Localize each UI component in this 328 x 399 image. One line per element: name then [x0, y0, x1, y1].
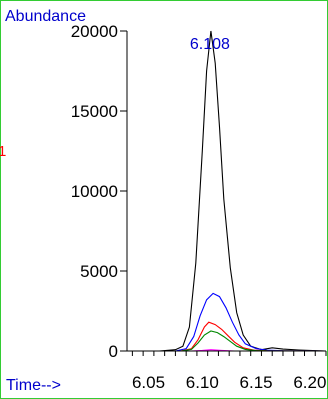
- y-tick-label: 20000: [71, 22, 118, 41]
- y-tick-label: 5000: [80, 262, 118, 281]
- y-tick-label: 15000: [71, 102, 118, 121]
- x-tick-label: 6.15: [240, 373, 273, 392]
- peak-label: 6.108: [190, 36, 230, 53]
- axes: [126, 31, 326, 352]
- x-axis-label: Time-->: [6, 377, 61, 394]
- side-marker: 1: [0, 143, 6, 160]
- series-line-3: [127, 330, 327, 352]
- series-line-2: [127, 321, 327, 352]
- y-tick-label: 10000: [71, 182, 118, 201]
- x-tick-label: 6.10: [186, 373, 219, 392]
- y-axis-label: Abundance: [5, 8, 86, 25]
- series-line-0: [127, 30, 327, 352]
- x-tick-label: 6.05: [132, 373, 165, 392]
- y-tick-label: 0: [109, 342, 118, 361]
- series-line-1: [127, 292, 327, 352]
- y-ticks: 0 5000 10000 15000 20000: [71, 22, 127, 361]
- x-ticks: 6.05 6.10 6.15 6.20: [131, 351, 327, 392]
- series-lines: [127, 30, 327, 352]
- x-tick-label: 6.20: [293, 373, 326, 392]
